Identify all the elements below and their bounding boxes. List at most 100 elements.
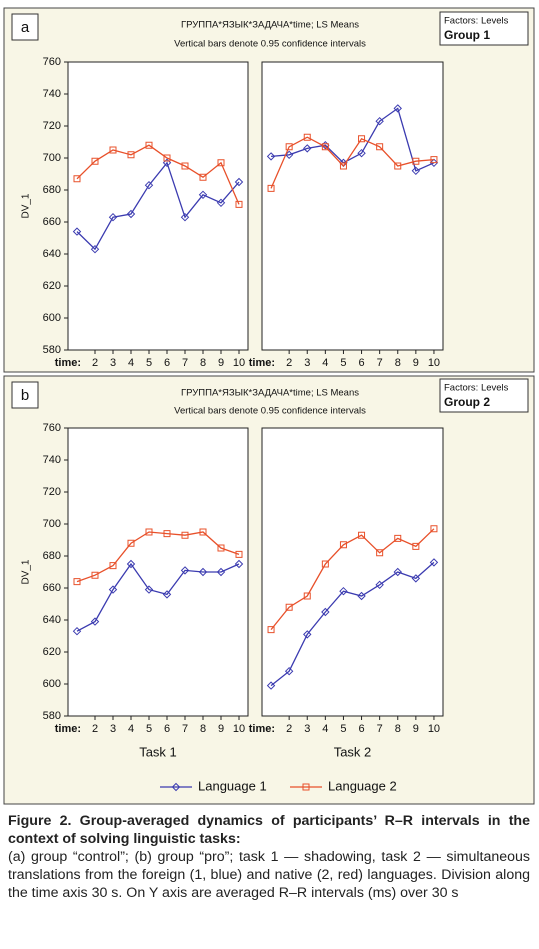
y-tick-label: 680 (43, 184, 61, 196)
point (267, 626, 275, 634)
point (198, 567, 208, 577)
x-tick-label: 8 (395, 357, 401, 369)
point (358, 531, 366, 539)
point (163, 530, 171, 538)
caption-text: (a) group “control”; (b) group “pro”; ta… (8, 849, 530, 901)
point (376, 143, 384, 151)
point (91, 571, 99, 579)
y-tick-label: 680 (43, 550, 61, 562)
x-tick-label: 8 (395, 723, 401, 735)
panel-label: b (21, 387, 29, 404)
point (303, 133, 311, 141)
y-tick-label: 600 (43, 678, 61, 690)
x-axis-label: time: (55, 357, 81, 369)
panel-subtitle: Vertical bars denote 0.95 confidence int… (174, 406, 366, 417)
point (181, 531, 189, 539)
point (108, 585, 118, 594)
point (180, 212, 190, 222)
point (411, 574, 421, 583)
point (394, 162, 402, 170)
panel-label-box (11, 381, 39, 409)
point (109, 146, 117, 154)
point (285, 143, 293, 151)
point (180, 566, 190, 575)
point (375, 580, 384, 590)
x-tick-label: 5 (340, 723, 346, 735)
point (217, 544, 225, 552)
point (357, 148, 366, 158)
factors-box (439, 378, 529, 413)
point (339, 162, 347, 170)
y-tick-label: 660 (43, 582, 61, 594)
x-tick-label: 10 (233, 357, 245, 369)
point (145, 141, 153, 149)
point (162, 590, 172, 599)
plot-area (261, 61, 444, 351)
point (163, 154, 171, 162)
x-tick-label: 3 (110, 357, 116, 369)
point (108, 212, 118, 222)
x-tick-label: 7 (182, 723, 188, 735)
point (181, 162, 189, 170)
x-tick-label: 8 (200, 357, 206, 369)
point (234, 559, 244, 569)
x-axis-label: time: (249, 357, 275, 369)
point (430, 156, 438, 164)
point (321, 607, 330, 617)
y-tick-label: 640 (43, 248, 61, 260)
x-axis-label: time: (55, 723, 81, 735)
series-line (270, 528, 435, 631)
point (284, 666, 294, 676)
x-tick-label: 2 (286, 723, 292, 735)
y-tick-label: 720 (43, 486, 61, 498)
point (429, 158, 439, 168)
y-tick-label: 600 (43, 312, 61, 324)
x-tick-label: 7 (182, 357, 188, 369)
point (429, 558, 439, 567)
panel-title: ГРУППА*ЯЗЫК*ЗАДАЧА*time; LS Means (181, 20, 359, 31)
task-label: Task 2 (334, 744, 372, 759)
point (303, 592, 311, 600)
point (267, 184, 275, 192)
point (73, 578, 81, 586)
x-tick-label: 4 (128, 723, 134, 735)
point (72, 626, 82, 636)
point (198, 190, 208, 200)
point (127, 539, 135, 547)
y-tick-label: 580 (43, 710, 61, 722)
x-tick-label: 9 (218, 357, 224, 369)
point (375, 116, 384, 126)
series-line (270, 107, 435, 172)
point (411, 166, 421, 176)
point (162, 158, 172, 168)
x-tick-label: 10 (428, 723, 440, 735)
y-tick-label: 640 (43, 614, 61, 626)
point (412, 157, 420, 165)
y-tick-label: 700 (43, 152, 61, 164)
series-line (76, 161, 240, 251)
point (358, 135, 366, 143)
caption: Figure 2. Group-averaged dynamics of par… (8, 812, 530, 902)
factors-box (439, 11, 529, 46)
point (321, 143, 329, 151)
x-tick-label: 6 (164, 357, 170, 369)
point (199, 173, 207, 181)
point (144, 585, 154, 594)
x-tick-label: 5 (340, 357, 346, 369)
point (321, 560, 329, 568)
series-line (76, 144, 240, 205)
point (393, 567, 402, 577)
x-tick-label: 9 (413, 723, 419, 735)
factors-title: Factors: Levels (444, 383, 509, 394)
legend-label: Language 1 (198, 778, 267, 793)
point (339, 541, 347, 549)
point (144, 180, 154, 190)
x-tick-label: 6 (164, 723, 170, 735)
y-tick-label: 620 (43, 646, 61, 658)
point (109, 562, 117, 570)
point (412, 542, 420, 550)
point (285, 603, 293, 611)
x-tick-label: 6 (358, 723, 364, 735)
x-tick-label: 10 (428, 357, 440, 369)
x-tick-label: 7 (377, 357, 383, 369)
